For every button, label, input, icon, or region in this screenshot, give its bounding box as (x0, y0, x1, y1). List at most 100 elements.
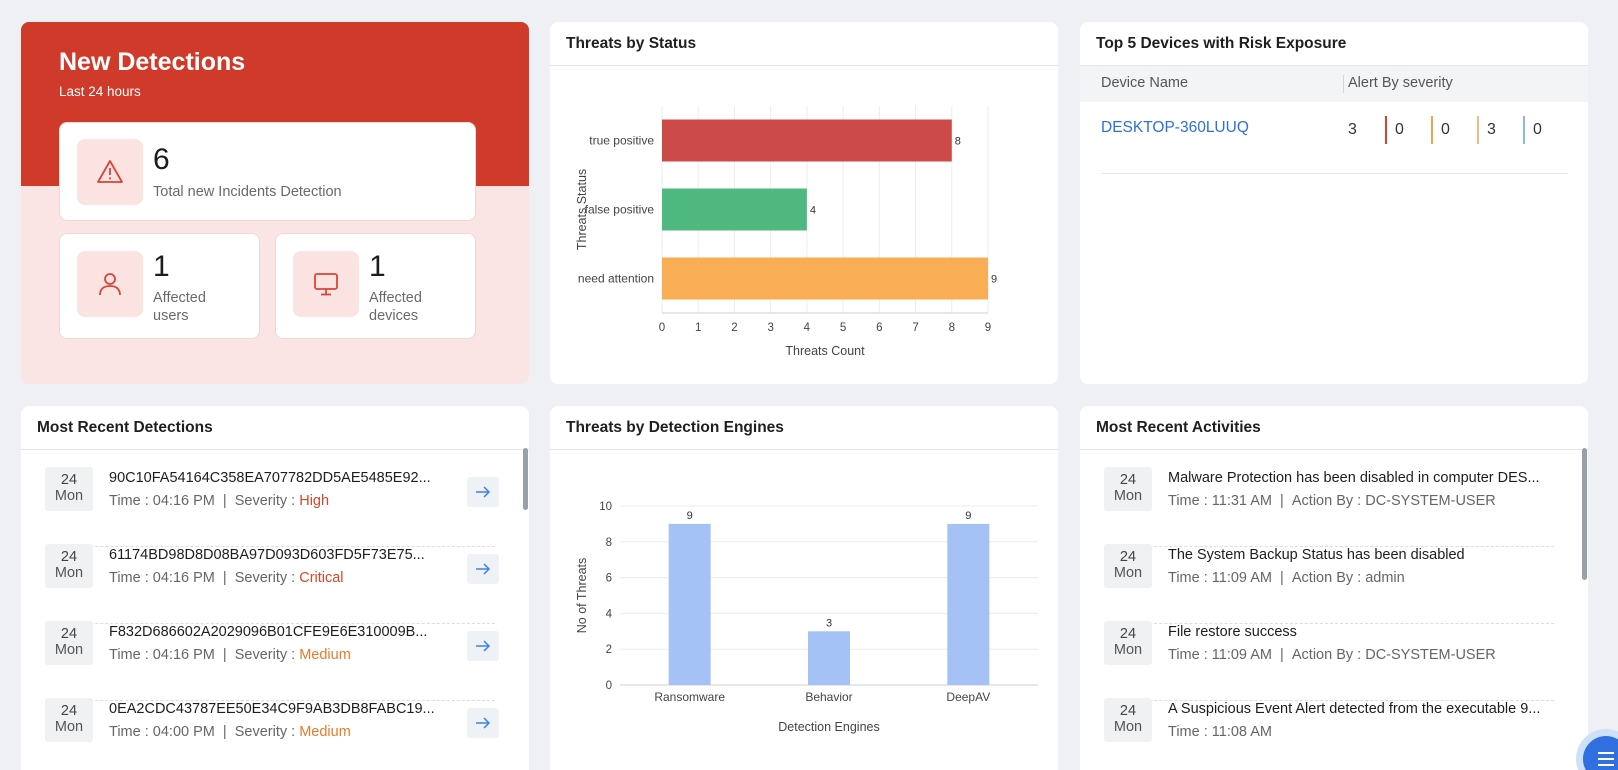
total-incidents-value: 6 (153, 143, 170, 176)
column-alert-severity: Alert By severity (1348, 75, 1453, 91)
detection-item[interactable]: 24 Mon 0EA2CDC43787EE50E34C9F9AB3DB8FABC1… (45, 698, 499, 770)
bar-need-attention (662, 257, 988, 300)
detection-item[interactable]: 24 Mon 90C10FA54164C358EA707782DD5AE5485E… (45, 467, 499, 547)
severity-label: Critical (299, 570, 344, 586)
activity-item[interactable]: 24 Mon File restore success Time : 11:09 … (1104, 621, 1554, 701)
arrow-right-icon (476, 717, 491, 729)
threats-by-status-title: Threats by Status (550, 22, 1058, 66)
new-detections-card: New Detections Last 24 hours 6 Total new… (21, 22, 529, 384)
activity-item[interactable]: 24 Mon The System Backup Status has been … (1104, 544, 1554, 624)
affected-devices-stat[interactable]: 1 Affected devices (275, 233, 476, 339)
total-incidents-label: Total new Incidents Detection (153, 184, 342, 200)
activity-text: A Suspicious Event Alert detected from t… (1168, 701, 1541, 717)
data-label: 9 (991, 274, 997, 286)
activity-item[interactable]: 24 Mon A Suspicious Event Alert detected … (1104, 698, 1554, 770)
y-tick-label: 10 (599, 501, 612, 513)
data-label: 8 (955, 136, 961, 148)
severity-label: Medium (299, 647, 351, 663)
threats-by-status-card: Threats by Status 0 1 2 3 4 5 6 7 8 9 true positiv… (550, 22, 1058, 384)
bar-true-positive (662, 119, 952, 162)
severity-count-5: 0 (1533, 121, 1542, 138)
x-tick-label: 2 (731, 322, 737, 334)
x-tick-label: Behavior (805, 690, 852, 704)
date-badge: 24 Mon (1104, 467, 1152, 511)
column-divider (1343, 75, 1344, 93)
date-badge: 24 Mon (1104, 698, 1152, 742)
detection-hash: 90C10FA54164C358EA707782DD5AE5485E92... (109, 470, 431, 486)
activity-meta: Time : 11:09 AM | Action By : admin (1168, 570, 1405, 586)
top-devices-card: Top 5 Devices with Risk Exposure Device … (1080, 22, 1588, 384)
threats-by-engine-chart: 0 2 4 6 8 10 9 Ransomware 3 Behavior 9 DeepAV Detect… (575, 501, 1038, 734)
date-badge: 24 Mon (1104, 621, 1152, 665)
activities-scrollbar[interactable] (1582, 448, 1587, 580)
y-tick-label: 4 (606, 608, 613, 620)
severity-count-4: 3 (1487, 121, 1496, 138)
open-detection-button[interactable] (467, 554, 499, 584)
detection-meta: Time : 04:16 PM | Severity : Critical (109, 570, 344, 586)
new-detections-title: New Detections (59, 48, 246, 76)
bar-false-positive (662, 188, 807, 231)
device-link[interactable]: DESKTOP-360LUUQ (1101, 119, 1249, 136)
activity-text: The System Backup Status has been disabl… (1168, 547, 1465, 563)
detection-hash: 61174BD98D8D08BA97D093D603FD5F73E75... (109, 547, 425, 563)
monitor-icon (293, 251, 359, 317)
affected-users-value: 1 (153, 250, 170, 283)
detection-hash: F832D686602A2029096B01CFE9E6E310009B... (109, 624, 428, 640)
activity-item[interactable]: 24 Mon Malware Protection has been disabl… (1104, 467, 1554, 547)
affected-users-stat[interactable]: 1 Affected users (59, 233, 260, 339)
top-devices-title: Top 5 Devices with Risk Exposure (1080, 22, 1588, 66)
activity-text: File restore success (1168, 624, 1297, 640)
top-devices-table-header: Device Name Alert By severity (1080, 66, 1588, 102)
y-tick-label: false positive (585, 203, 655, 217)
x-axis-label: Threats Count (785, 344, 865, 358)
x-axis-label: Detection Engines (778, 720, 879, 734)
affected-devices-label-1: Affected (369, 290, 422, 306)
column-device-name: Device Name (1101, 75, 1189, 91)
detection-hash: 0EA2CDC43787EE50E34C9F9AB3DB8FABC19... (109, 701, 435, 717)
table-row: DESKTOP-360LUUQ 3 0 0 3 0 (1101, 102, 1568, 174)
data-label: 9 (687, 510, 693, 522)
arrow-right-icon (476, 640, 491, 652)
open-detection-button[interactable] (467, 477, 499, 507)
affected-devices-label-2: devices (369, 308, 419, 324)
date-badge: 24 Mon (45, 621, 93, 665)
detection-item[interactable]: 24 Mon F832D686602A2029096B01CFE9E6E31000… (45, 621, 499, 701)
detections-scrollbar[interactable] (523, 448, 528, 510)
date-badge: 24 Mon (45, 698, 93, 742)
total-incidents-stat[interactable]: 6 Total new Incidents Detection (59, 122, 476, 221)
severity-divider-1 (1385, 116, 1387, 144)
warning-icon (77, 139, 143, 205)
y-axis-label: No of Threats (575, 558, 589, 634)
y-tick-label: 0 (606, 680, 612, 692)
x-tick-label: DeepAV (946, 690, 990, 704)
bar-ransomware (668, 523, 711, 685)
activity-meta: Time : 11:09 AM | Action By : DC-SYSTEM-… (1168, 647, 1496, 663)
x-tick-label: 1 (695, 322, 701, 334)
open-detection-button[interactable] (467, 708, 499, 738)
x-tick-label: 6 (876, 322, 882, 334)
x-tick-label: 4 (804, 322, 811, 334)
x-tick-label: 0 (659, 322, 665, 334)
threats-by-status-chart: 0 1 2 3 4 5 6 7 8 9 true positive 8 false positive 4 n… (575, 106, 997, 358)
date-badge: 24 Mon (45, 467, 93, 511)
open-detection-button[interactable] (467, 631, 499, 661)
x-tick-label: 9 (985, 322, 991, 334)
bar-behavior (808, 631, 850, 685)
y-tick-label: 2 (606, 644, 612, 656)
activity-meta: Time : 11:31 AM | Action By : DC-SYSTEM-… (1168, 493, 1496, 509)
severity-count-1: 3 (1348, 121, 1357, 138)
recent-detections-title: Most Recent Detections (21, 406, 529, 450)
date-badge: 24 Mon (45, 544, 93, 588)
detection-meta: Time : 04:16 PM | Severity : High (109, 493, 330, 509)
x-tick-label: 7 (912, 322, 918, 334)
y-tick-label: 6 (606, 573, 612, 585)
recent-detections-card: Most Recent Detections 24 Mon 90C10FA5416… (21, 406, 529, 770)
severity-count-3: 0 (1441, 121, 1450, 138)
bar-deepav (947, 523, 990, 685)
detection-item[interactable]: 24 Mon 61174BD98D8D08BA97D093D603FD5F73E7… (45, 544, 499, 624)
x-tick-label: 8 (949, 322, 955, 334)
menu-icon (1598, 752, 1614, 766)
affected-users-label-1: Affected (153, 290, 206, 306)
x-tick-label: Ransomware (654, 690, 725, 704)
severity-label: High (299, 493, 330, 509)
